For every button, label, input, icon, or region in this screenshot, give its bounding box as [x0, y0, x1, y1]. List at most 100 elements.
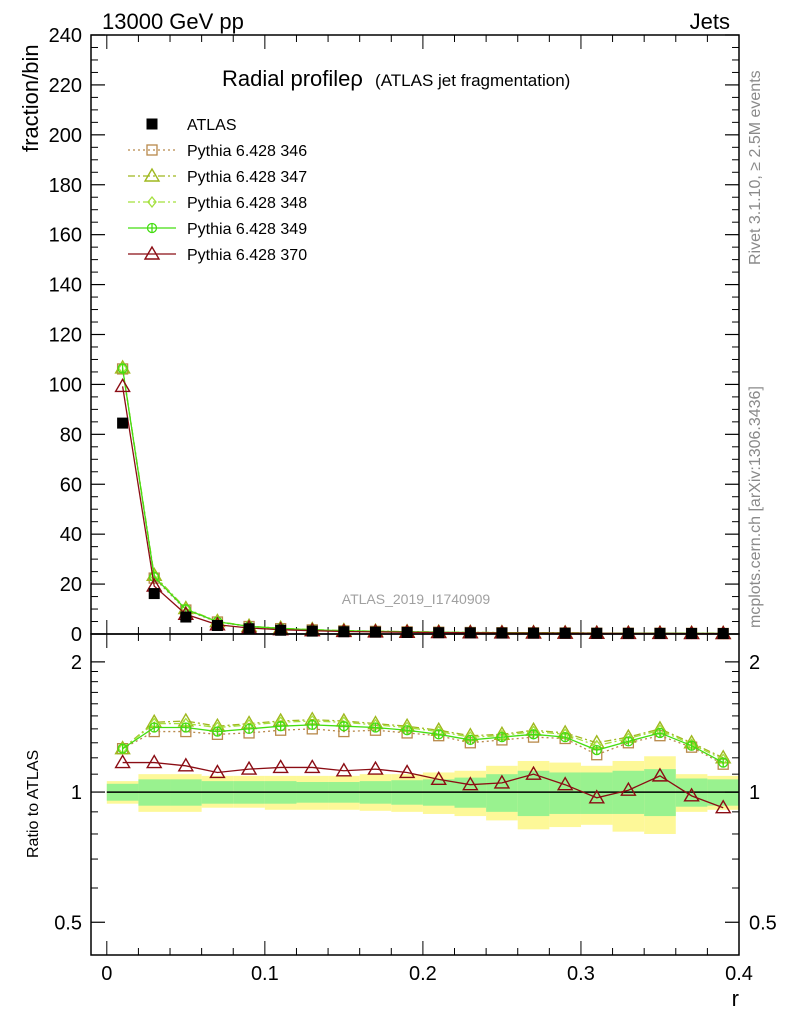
main-series-0-point-8: [369, 626, 381, 638]
ratio-x-tick-label: 0: [101, 963, 112, 985]
ratio-frame: [90, 633, 740, 956]
legend-entry-1-label: Pythia 6.428 346: [187, 143, 307, 160]
ratio-series-5-point-1: [146, 754, 163, 769]
ratio-y-tick-label-right: 0.5: [749, 912, 777, 934]
legend-entry-1-marker: [146, 144, 158, 156]
ratio-series-5-point-6: [304, 759, 321, 774]
ratio-series-5-point-2: [177, 757, 195, 772]
ratio-series-4-line: [122, 724, 724, 764]
ratio-series-4-point-18: [686, 740, 697, 751]
ratio-x-tick-label: 0.4: [725, 963, 753, 985]
main-series-0-point-9: [401, 626, 413, 638]
ratio-series-4-point-16: [623, 736, 634, 747]
main-series-0-point-12: [496, 627, 508, 639]
x-axis-title: r: [732, 986, 739, 1011]
ratio-series-5-point-15: [588, 789, 605, 804]
ratio-series-5-point-13: [525, 765, 542, 780]
chart-title: Radial profileρ (ATLAS jet fragmentation…: [222, 66, 570, 91]
main-series-0-point-5: [275, 624, 287, 636]
ratio-series-4-point-7: [338, 721, 350, 732]
legend-entry-2: Pythia 6.428 347: [128, 167, 307, 186]
main-y-tick-label: 140: [49, 275, 82, 297]
legend-entry-3: Pythia 6.428 348: [128, 195, 307, 212]
ratio-series-5-point-16: [620, 781, 637, 796]
legend: ATLAS Pythia 6.428 346 Pythia 6.428 347 Pyt…: [128, 117, 307, 264]
ratio-series-3: [117, 714, 729, 766]
main-y-tick-label: 160: [49, 225, 82, 247]
main-series-0-point-10: [433, 627, 445, 639]
main-series-5-point-0: [114, 378, 131, 393]
ratio-series-5-point-11: [462, 776, 479, 791]
main-y-axis-title: fraction/bin: [18, 44, 43, 152]
ratio-series-4-point-17: [654, 727, 666, 739]
main-series-4-point-0: [117, 363, 128, 374]
ratio-x-tick-label: 0.1: [251, 963, 279, 985]
legend-entry-3-label: Pythia 6.428 348: [187, 195, 307, 212]
main-y-tick-label: 40: [60, 524, 82, 546]
ratio-series-4: [117, 719, 729, 768]
main-series-0-point-2: [180, 611, 192, 623]
ratio-series-4-point-9: [401, 725, 413, 736]
legend-entry-4-label: Pythia 6.428 349: [187, 221, 307, 238]
header-left-label: 13000 GeV pp: [102, 9, 244, 34]
mcplots-side-label: mcplots.cern.ch [arXiv:1306.3436]: [747, 386, 764, 628]
ratio-series-4-point-8: [370, 722, 381, 733]
main-series-0-point-4: [243, 623, 255, 635]
ratio-y-tick-label-left: 1: [71, 782, 82, 804]
header-right-label: Jets: [690, 9, 730, 34]
legend-entry-5-marker: [143, 245, 161, 260]
ratio-series-1-line: [122, 728, 724, 765]
ratio-series-5-point-9: [398, 764, 416, 779]
main-y-tick-label: 20: [60, 574, 82, 596]
ratio-series-4-point-5: [275, 721, 286, 732]
ratio-series-5-point-12: [493, 774, 511, 789]
main-y-tick-label: 200: [49, 125, 82, 147]
ratio-y-tick-label-right: 2: [749, 652, 760, 674]
legend-entry-5: Pythia 6.428 370: [128, 245, 307, 264]
legend-entry-3-marker: [147, 195, 157, 209]
ratio-series-4-point-12: [496, 731, 508, 743]
analysis-watermark: ATLAS_2019_I1740909: [342, 591, 491, 607]
main-series-0-point-13: [528, 627, 540, 639]
ratio-series-5-point-4: [240, 760, 258, 775]
ratio-series-5-point-0: [114, 754, 131, 769]
ratio-series-4-point-1: [149, 722, 160, 733]
ratio-y-axis-title: Ratio to ATLAS: [25, 750, 42, 858]
legend-entry-0-label: ATLAS: [187, 117, 237, 134]
rivet-side-label: Rivet 3.1.10, ≥ 2.5M events: [747, 70, 764, 265]
ratio-series-4-point-4: [243, 723, 255, 735]
ratio-x-tick-label: 0.3: [567, 963, 595, 985]
stat-uncertainty-band-bin: [549, 772, 581, 814]
main-series-0-point-14: [559, 627, 571, 639]
ratio-series-4-point-19: [718, 757, 729, 768]
ratio-series-5-point-19: [714, 799, 732, 814]
ratio-series-5-point-17: [651, 767, 669, 782]
ratio-series-5-point-7: [335, 762, 353, 777]
ratio-series-5-point-8: [367, 760, 384, 775]
ratio-series-4-point-2: [180, 722, 191, 733]
ratio-series-4-point-6: [307, 719, 318, 731]
ratio-series-5: [114, 754, 732, 814]
ratio-series-5-point-3: [209, 764, 226, 779]
ratio-series-2: [114, 711, 732, 764]
ratio-series-5-point-18: [683, 787, 700, 802]
main-series-0-point-0: [117, 417, 129, 429]
ratio-series-4-point-15: [591, 745, 602, 756]
ratio-y-tick-label-right: 1: [749, 782, 760, 804]
ratio-y-tick-label-left: 0.5: [54, 912, 82, 934]
ratio-series-5-point-14: [556, 776, 574, 791]
main-y-tick-label: 180: [49, 175, 82, 197]
legend-entry-4-marker: [146, 222, 158, 234]
main-y-tick-label: 0: [71, 624, 82, 646]
legend-entry-1: Pythia 6.428 346: [128, 143, 307, 160]
ratio-series-4-point-0: [117, 743, 128, 754]
legend-entry-2-marker: [143, 167, 161, 182]
main-y-tick-label: 80: [60, 424, 82, 446]
chart-title-main: Radial profileρ: [222, 66, 363, 91]
main-series-0-point-11: [464, 627, 476, 639]
main-series-0-point-7: [338, 626, 350, 638]
legend-entry-5-label: Pythia 6.428 370: [187, 247, 307, 264]
main-y-tick-label: 240: [49, 25, 82, 47]
main-panel: 0 20 40 60 80 100 120 140 160 180 200 220 240: [49, 25, 740, 646]
